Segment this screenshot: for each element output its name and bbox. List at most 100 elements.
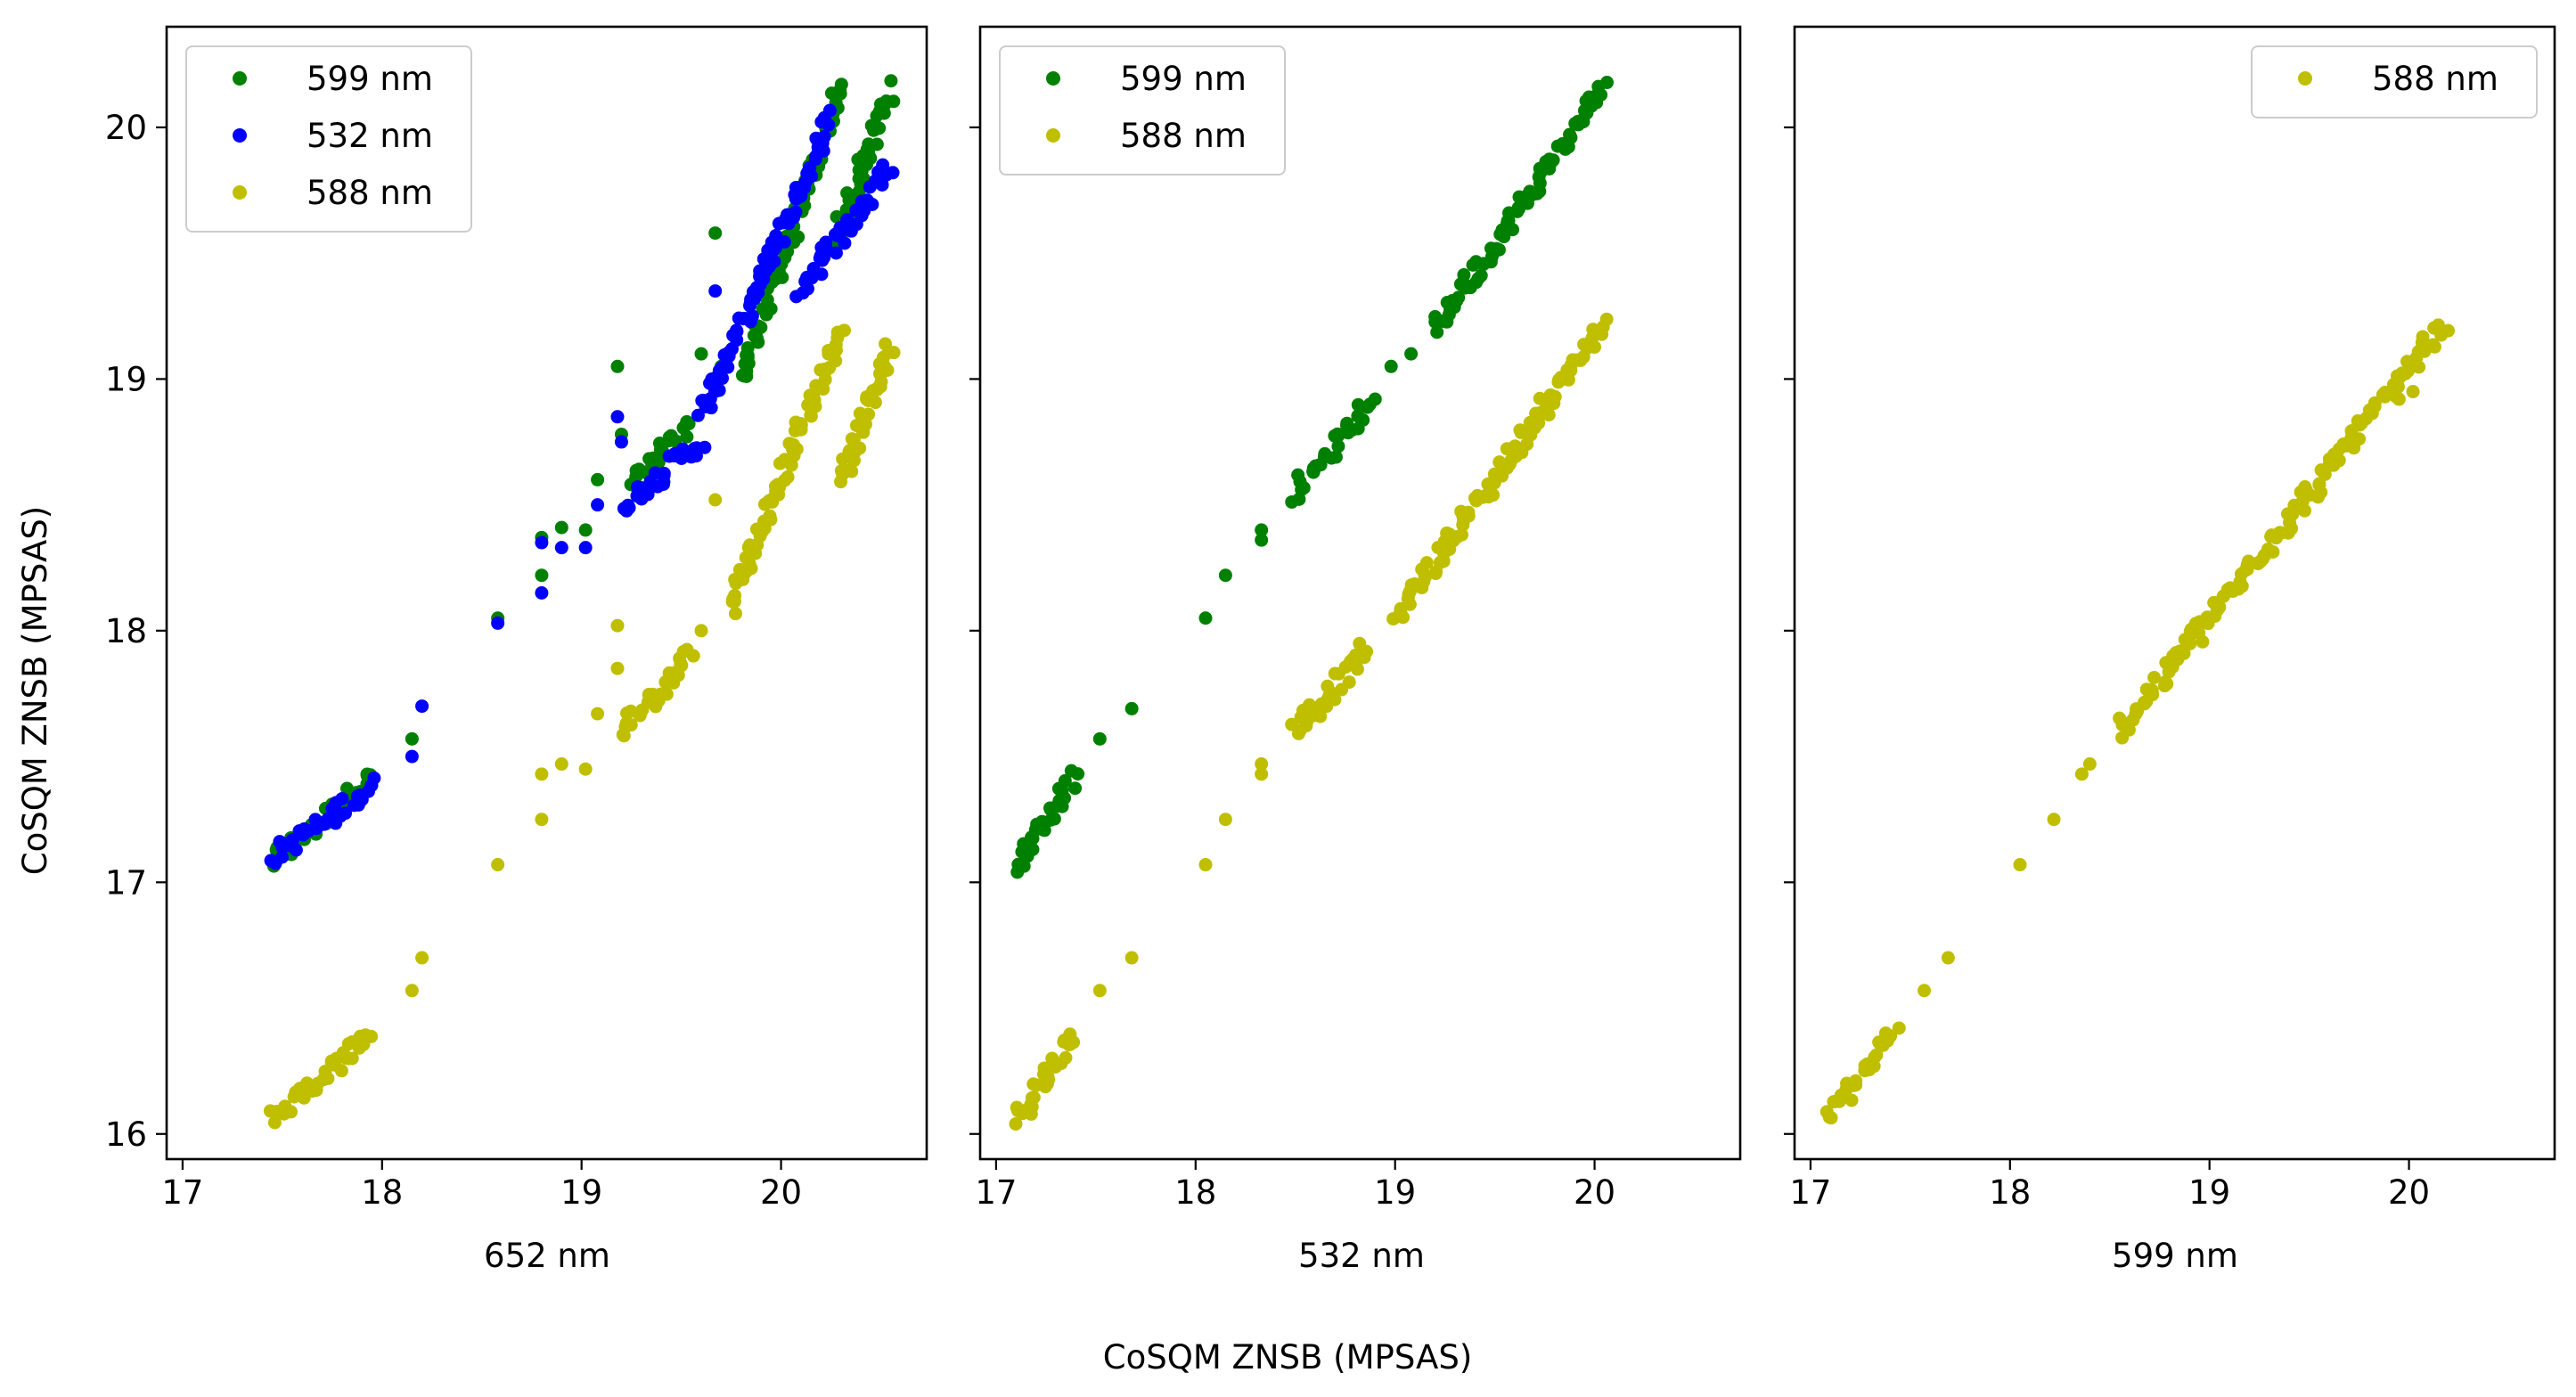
- data-point: [1868, 1050, 1882, 1065]
- data-point: [535, 568, 549, 583]
- panel-532nm-legend: 599 nm 588 nm: [999, 45, 1286, 176]
- data-point: [763, 509, 777, 523]
- data-point: [2391, 380, 2405, 394]
- data-point: [887, 346, 901, 360]
- x-tick-label: 17: [975, 1173, 1017, 1212]
- data-point: [1037, 823, 1051, 837]
- data-point: [1331, 439, 1345, 453]
- data-point: [1068, 781, 1083, 796]
- data-point: [806, 389, 821, 404]
- data-point: [1419, 556, 1434, 570]
- data-point: [1459, 278, 1473, 292]
- data-point: [829, 338, 843, 352]
- x-tick-label: 17: [161, 1173, 203, 1212]
- data-point: [808, 152, 822, 167]
- data-point: [846, 433, 861, 447]
- data-point: [708, 493, 723, 507]
- data-point: [657, 468, 671, 482]
- data-point: [767, 254, 781, 268]
- data-point: [334, 1064, 348, 1078]
- data-point: [2261, 542, 2275, 556]
- data-point: [1218, 568, 1232, 583]
- data-point: [1588, 340, 1602, 355]
- data-point: [720, 359, 734, 373]
- data-point: [1558, 142, 1573, 156]
- data-point: [2235, 579, 2249, 593]
- panel-532nm-axes-frame: [978, 25, 1742, 1161]
- data-point: [1124, 701, 1139, 715]
- data-point: [554, 757, 568, 772]
- data-point: [729, 607, 743, 621]
- data-point: [578, 523, 593, 537]
- data-point: [2074, 767, 2089, 781]
- data-point: [610, 661, 625, 675]
- data-point: [264, 854, 278, 868]
- data-point: [1342, 675, 1356, 690]
- data-point: [708, 226, 723, 241]
- data-point: [726, 328, 740, 342]
- data-point: [712, 383, 726, 397]
- data-point: [2367, 399, 2382, 413]
- data-point: [800, 167, 814, 181]
- data-point: [2416, 330, 2430, 344]
- data-point: [2158, 675, 2172, 690]
- panel-532nm-series-588nm: [1009, 312, 1614, 1131]
- data-point: [1545, 390, 1559, 404]
- data-point: [773, 480, 787, 494]
- data-point: [659, 687, 674, 701]
- data-point: [610, 410, 625, 424]
- data-point: [2312, 478, 2327, 492]
- data-point: [666, 433, 681, 447]
- data-point: [1356, 413, 1370, 427]
- data-point: [1198, 858, 1213, 872]
- data-point: [777, 235, 791, 249]
- data-point: [2182, 634, 2196, 649]
- data-point: [698, 440, 712, 454]
- data-point: [870, 137, 884, 151]
- data-point: [740, 340, 755, 355]
- data-point: [1486, 488, 1501, 502]
- data-point: [1533, 391, 1547, 405]
- data-point: [1368, 392, 1382, 406]
- data-point: [1430, 325, 1444, 339]
- panel-599nm: 599 nm 17 18 19 20 588 nm: [1784, 25, 2556, 1275]
- data-point: [2392, 392, 2406, 406]
- data-point: [415, 699, 429, 714]
- data-point: [1124, 951, 1139, 965]
- legend-marker: [1046, 71, 1060, 86]
- data-point: [680, 642, 694, 657]
- data-point: [879, 337, 893, 351]
- panel-652nm-series-532nm: [264, 103, 900, 870]
- y-tick-label: 18: [105, 612, 147, 650]
- data-point: [800, 282, 814, 296]
- x-tick-label: 20: [760, 1173, 802, 1212]
- data-point: [750, 538, 765, 552]
- data-point: [1255, 757, 1269, 772]
- legend-marker: [2298, 71, 2312, 86]
- x-tick-label: 20: [2388, 1173, 2430, 1212]
- panel-532nm-series-599nm: [1010, 76, 1614, 879]
- legend-marker: [1046, 128, 1060, 143]
- data-point: [1041, 1069, 1055, 1083]
- data-point: [822, 103, 837, 118]
- data-point: [1329, 450, 1343, 464]
- x-tick-label: 19: [1374, 1173, 1416, 1212]
- data-point: [1513, 423, 1527, 437]
- x-tick-label: 18: [361, 1173, 403, 1212]
- data-point: [578, 762, 593, 776]
- data-point: [1844, 1093, 1859, 1107]
- data-point: [1599, 312, 1614, 326]
- panel-599nm-plot-area: [1820, 318, 2456, 1125]
- data-point: [871, 381, 885, 396]
- data-point: [724, 342, 739, 356]
- panel-652nm-x-label: 652 nm: [484, 1237, 610, 1275]
- y-axis-label: CoSQM ZNSB (MPSAS): [16, 506, 54, 876]
- legend-marker: [233, 71, 247, 86]
- data-point: [2013, 858, 2027, 872]
- x-tick-label: 20: [1574, 1173, 1615, 1212]
- data-point: [554, 520, 568, 535]
- panel-599nm-axes-frame: [1793, 25, 2556, 1161]
- data-point: [1394, 607, 1408, 621]
- x-tick-label: 19: [2188, 1173, 2230, 1212]
- data-point: [2192, 625, 2206, 640]
